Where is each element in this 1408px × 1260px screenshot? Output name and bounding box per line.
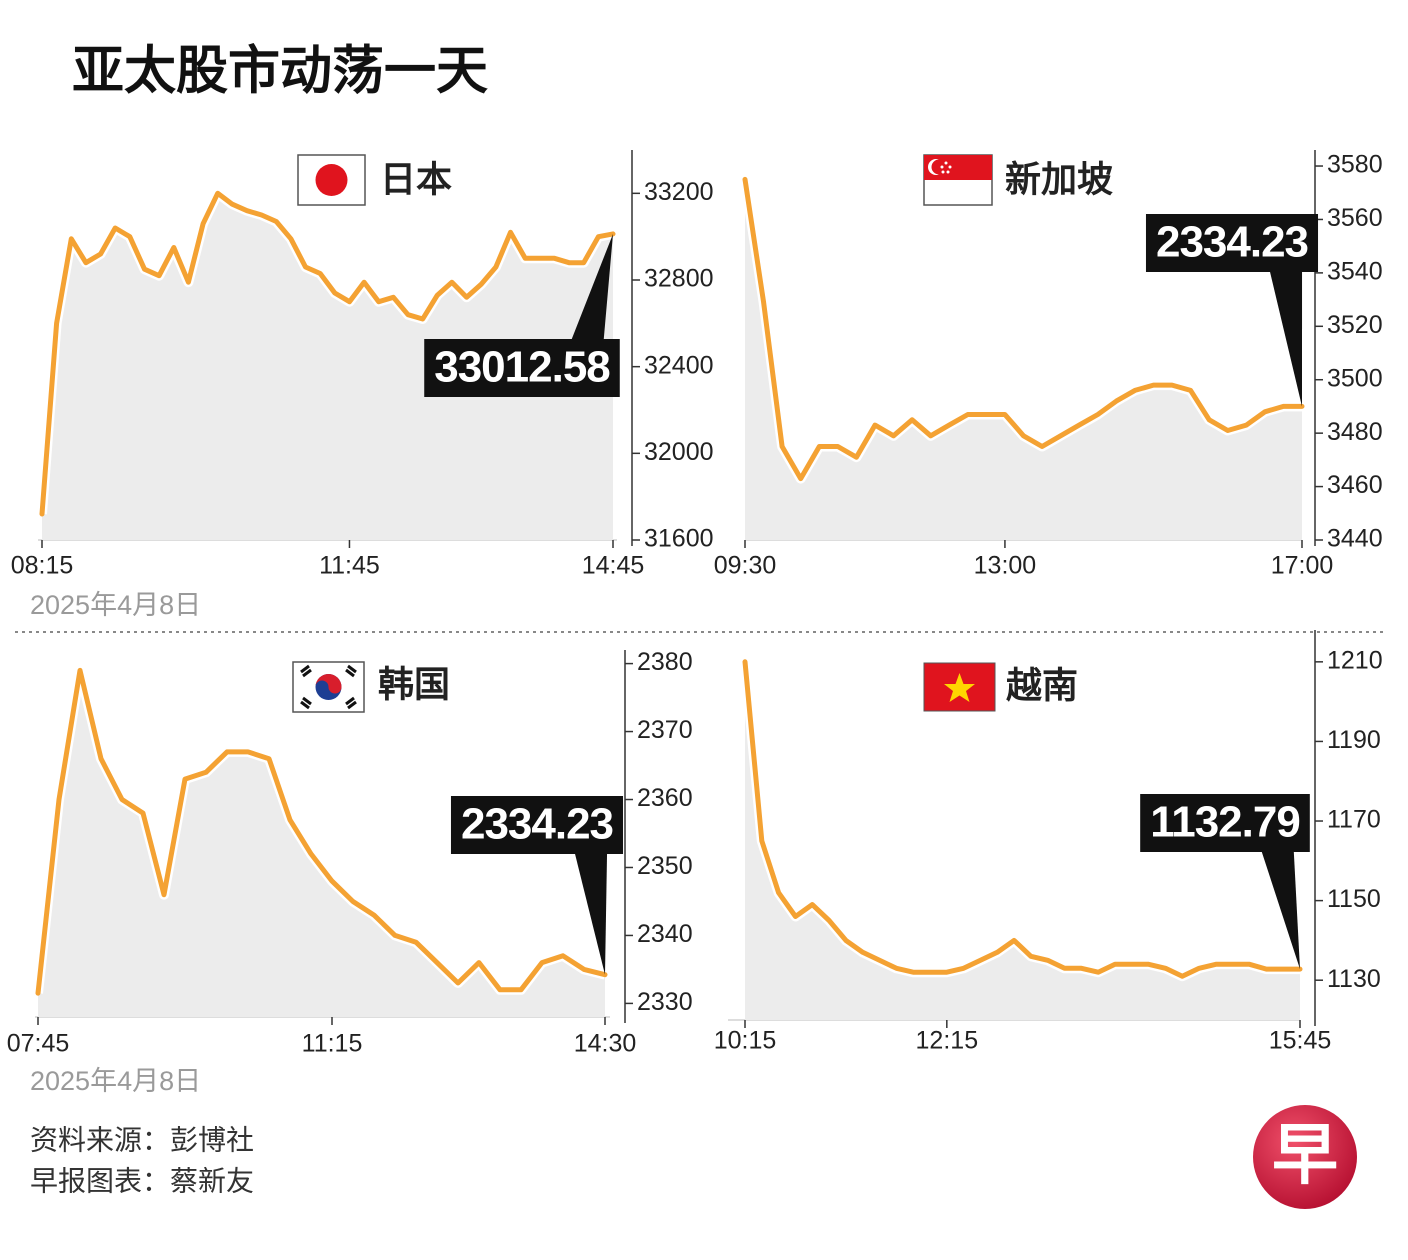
y-tick-label: 32400 <box>644 351 714 379</box>
area <box>38 670 605 1017</box>
flag-singapore <box>923 154 993 206</box>
annotation-pointer <box>575 854 608 975</box>
annotation-pointer <box>1270 272 1303 407</box>
credit: 早报图表：蔡新友 <box>30 1165 254 1196</box>
annotation: 2334.23 <box>450 796 624 975</box>
line <box>742 176 1305 482</box>
flag-vietnam <box>923 662 996 712</box>
chart-title: 日本 <box>380 159 452 200</box>
logo-badge <box>1253 1105 1357 1209</box>
y-tick-label: 3560 <box>1327 204 1383 232</box>
line <box>35 667 608 996</box>
chart-title: 越南 <box>1006 665 1078 706</box>
annotation-box <box>424 339 620 397</box>
y-tick-label: 3520 <box>1327 311 1383 339</box>
y-tick-label: 2380 <box>637 648 693 676</box>
annotation-label: 2334.23 <box>461 800 613 849</box>
y-tick-label: 2350 <box>637 852 693 880</box>
x-tick-label: 07:45 <box>7 1030 70 1058</box>
x-tick-label: 12:15 <box>916 1027 979 1055</box>
x-tick-label: 17:00 <box>1271 552 1334 580</box>
x-tick-label: 09:30 <box>714 552 777 580</box>
x-tick-label: 14:45 <box>582 552 645 580</box>
source: 资料来源：彭博社 <box>30 1124 254 1155</box>
annotation: 33012.58 <box>424 233 620 397</box>
annotation-pointer <box>1261 852 1300 970</box>
date-label: 2025年4月8日 <box>30 590 201 620</box>
y-tick-label: 1130 <box>1327 965 1381 993</box>
annotation-label: 1132.79 <box>1150 798 1300 847</box>
logo: 早 <box>1272 1117 1338 1191</box>
y-tick-label: 3480 <box>1327 418 1383 446</box>
y-tick-label: 31600 <box>644 525 714 553</box>
chart-title: 韩国 <box>378 664 450 705</box>
x-tick-label: 14:30 <box>574 1030 637 1058</box>
area <box>745 179 1302 540</box>
annotation: 1132.79 <box>1140 794 1310 970</box>
x-tick-label: 15:45 <box>1269 1027 1332 1055</box>
x-tick-label: 10:15 <box>714 1027 777 1055</box>
annotation: 2334.23 <box>1145 214 1319 407</box>
annotation-box <box>1140 794 1310 852</box>
y-tick-label: 3500 <box>1327 364 1383 392</box>
y-tick-label: 1190 <box>1327 726 1381 754</box>
date-label: 2025年4月8日 <box>30 1066 201 1096</box>
flag-korea <box>292 661 365 713</box>
chart-title: 新加坡 <box>1005 159 1113 200</box>
annotation-box <box>1145 214 1319 272</box>
y-tick-label: 3540 <box>1327 257 1383 285</box>
annotation-label: 33012.58 <box>434 343 610 392</box>
y-tick-label: 1170 <box>1327 806 1381 834</box>
x-tick-label: 13:00 <box>974 552 1037 580</box>
line <box>742 659 1303 979</box>
annotation-pointer <box>571 233 613 339</box>
y-tick-label: 32000 <box>644 438 714 466</box>
main-title: 亚太股市动荡一天 <box>72 43 488 101</box>
y-tick-label: 32800 <box>644 265 714 293</box>
y-tick-label: 2330 <box>637 988 693 1016</box>
y-tick-label: 1150 <box>1327 885 1381 913</box>
y-tick-label: 3580 <box>1327 151 1383 179</box>
x-tick-label: 11:45 <box>319 552 380 580</box>
x-tick-label: 08:15 <box>11 552 74 580</box>
y-tick-label: 3460 <box>1327 471 1383 499</box>
annotation-label: 2334.23 <box>1156 218 1308 267</box>
line <box>39 190 616 517</box>
x-tick-label: 11:15 <box>302 1030 363 1058</box>
annotation-box <box>450 796 624 854</box>
flag-japan <box>297 154 366 206</box>
y-tick-label: 1210 <box>1327 646 1383 674</box>
y-tick-label: 3440 <box>1327 525 1383 553</box>
y-tick-label: 2360 <box>637 784 693 812</box>
y-tick-label: 2340 <box>637 920 693 948</box>
y-tick-label: 33200 <box>644 178 714 206</box>
y-tick-label: 2370 <box>637 716 693 744</box>
